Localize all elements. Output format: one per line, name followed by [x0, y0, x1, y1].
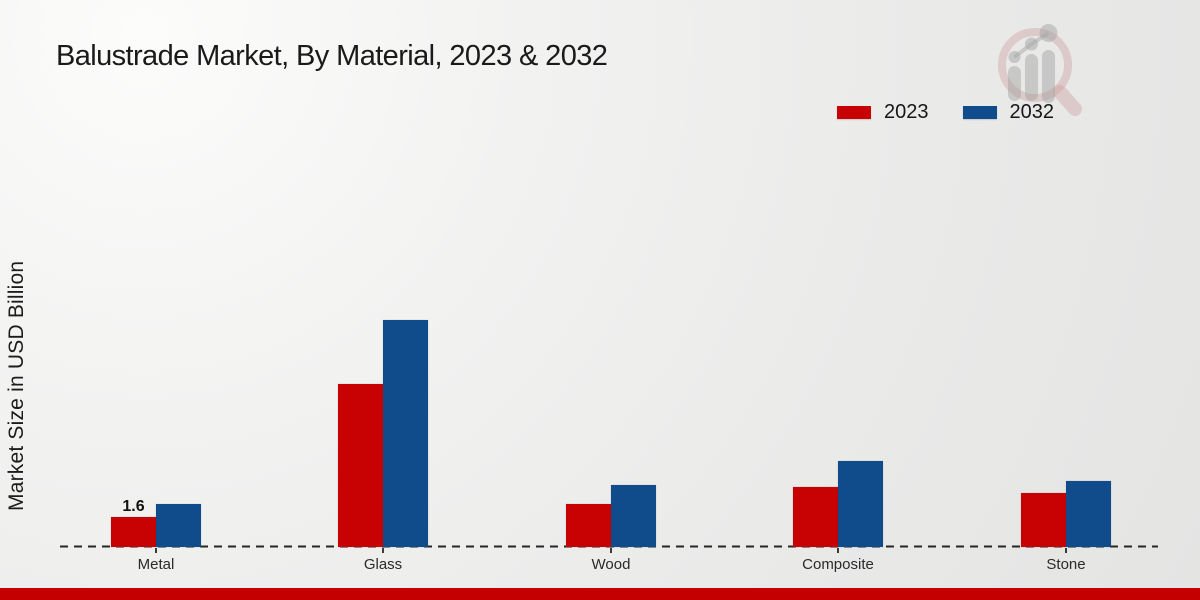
x-axis-tick-metal	[155, 548, 157, 553]
category-label-composite: Composite	[802, 556, 874, 573]
x-axis-tick-stone	[1065, 548, 1067, 553]
bar-2023-stone	[1021, 492, 1066, 547]
legend: 2023 2032	[837, 101, 1054, 124]
legend-swatch-2032	[962, 106, 997, 119]
bar-2032-stone	[1066, 481, 1111, 547]
legend-label-2023: 2023	[884, 101, 929, 123]
bar-2032-metal	[156, 503, 201, 547]
category-label-wood: Wood	[591, 556, 631, 573]
x-axis-tick-composite	[837, 548, 839, 553]
category-label-stone: Stone	[1046, 556, 1086, 573]
category-label-metal: Metal	[137, 556, 175, 573]
chart-title: Balustrade Market, By Material, 2023 & 2…	[56, 40, 608, 72]
x-axis-tick-wood	[610, 548, 612, 553]
bar-2023-metal	[111, 517, 156, 547]
category-label-glass: Glass	[363, 556, 403, 573]
bar-2023-wood	[566, 503, 611, 547]
bar-2032-glass	[383, 320, 428, 547]
bar-2023-glass	[338, 383, 383, 547]
legend-item-2032: 2032	[962, 101, 1055, 124]
bar-2032-wood	[611, 485, 656, 547]
bar-2032-composite	[838, 460, 883, 547]
legend-item-2023: 2023	[837, 101, 929, 124]
bar-value-label-2023-metal: 1.6	[122, 498, 145, 515]
footer-red-strip	[0, 588, 1200, 600]
legend-swatch-2023	[837, 106, 871, 119]
legend-label-2032: 2032	[1009, 101, 1055, 123]
x-axis-tick-glass	[382, 548, 384, 553]
bar-2023-composite	[793, 487, 838, 547]
